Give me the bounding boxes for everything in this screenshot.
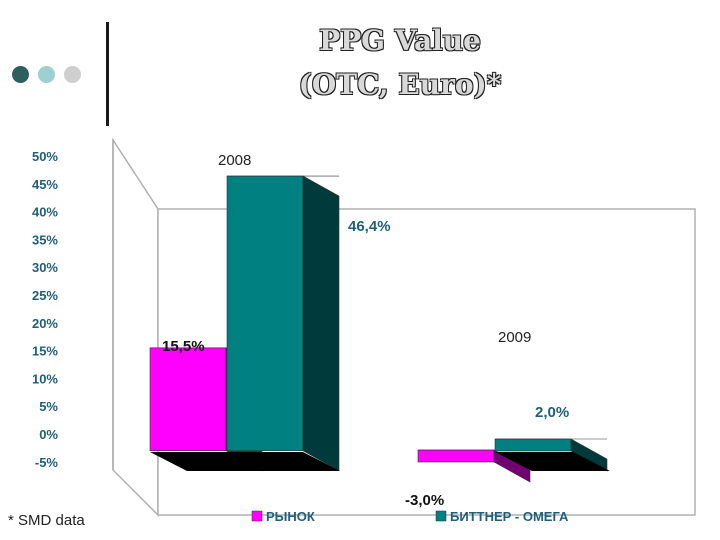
legend-swatch xyxy=(435,510,447,522)
bar-0-1-front xyxy=(226,175,304,451)
floor-shadow-2009 xyxy=(495,452,610,471)
legend-label: РЫНОК xyxy=(266,509,315,524)
floor-shadow-2008 xyxy=(150,452,340,471)
y-tick-label: -5% xyxy=(35,455,59,470)
page-title-line2: (OTC, Euro)* xyxy=(298,68,502,101)
y-tick-label: 30% xyxy=(32,260,58,275)
data-label: 2,0% xyxy=(535,404,569,421)
dot-3 xyxy=(64,66,81,83)
dot-1 xyxy=(12,66,29,83)
dot-2 xyxy=(38,66,55,83)
y-tick-label: 20% xyxy=(32,316,58,331)
y-tick-label: 45% xyxy=(32,177,58,192)
y-tick-label: 15% xyxy=(32,344,58,359)
divider-line xyxy=(106,22,109,126)
y-tick-label: 40% xyxy=(32,205,58,220)
footnote: * SMD data xyxy=(8,512,85,529)
bar-0-0-front xyxy=(149,347,227,451)
category-label: 2009 xyxy=(498,329,531,346)
legend-swatch xyxy=(251,510,263,522)
y-tick-label: 50% xyxy=(32,149,58,164)
legend-label: БИТТНЕР - ОМЕГА xyxy=(450,509,569,524)
page-title-line1: PPG Value xyxy=(319,24,481,57)
data-label: 46,4% xyxy=(348,218,391,235)
bar-0-1-side xyxy=(302,175,340,472)
bar-1-1-front xyxy=(494,438,572,452)
y-tick-label: 35% xyxy=(32,232,58,247)
y-tick-label: 25% xyxy=(32,288,58,303)
y-tick-label: 0% xyxy=(39,427,58,442)
category-label: 2008 xyxy=(218,152,251,169)
data-label: -3,0% xyxy=(405,492,444,509)
y-tick-label: 10% xyxy=(32,371,58,386)
data-label: 15,5% xyxy=(162,338,205,355)
decorative-dots xyxy=(12,66,81,83)
side-wall xyxy=(112,137,159,517)
bar-1-0-front xyxy=(417,449,495,463)
y-tick-label: 5% xyxy=(39,399,58,414)
